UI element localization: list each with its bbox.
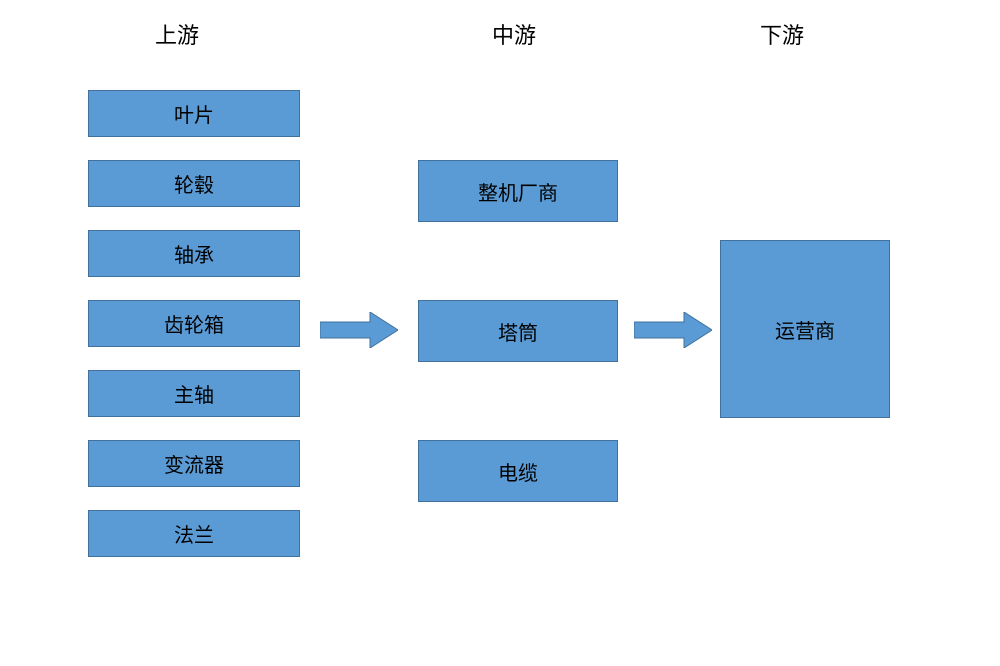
node-converter: 变流器 <box>88 440 300 487</box>
node-hub: 轮毂 <box>88 160 300 207</box>
node-label: 整机厂商 <box>478 177 558 206</box>
node-label: 电缆 <box>498 457 538 486</box>
node-label: 塔筒 <box>498 317 538 346</box>
node-label: 运营商 <box>775 315 835 344</box>
node-label: 变流器 <box>164 449 224 478</box>
node-flange: 法兰 <box>88 510 300 557</box>
node-label: 主轴 <box>174 379 214 408</box>
node-blade: 叶片 <box>88 90 300 137</box>
node-tower: 塔筒 <box>418 300 618 362</box>
arrow-midstream-to-downstream <box>634 312 712 348</box>
node-label: 轮毂 <box>174 169 214 198</box>
node-mainshaft: 主轴 <box>88 370 300 417</box>
node-bearing: 轴承 <box>88 230 300 277</box>
node-gearbox: 齿轮箱 <box>88 300 300 347</box>
node-oem: 整机厂商 <box>418 160 618 222</box>
arrow-upstream-to-midstream <box>320 312 398 348</box>
column-header-midstream: 中游 <box>492 18 536 50</box>
node-label: 叶片 <box>174 99 214 128</box>
column-header-upstream: 上游 <box>155 18 199 50</box>
node-label: 轴承 <box>174 239 214 268</box>
column-header-downstream: 下游 <box>760 18 804 50</box>
node-operator: 运营商 <box>720 240 890 418</box>
node-label: 齿轮箱 <box>164 309 224 338</box>
node-cable: 电缆 <box>418 440 618 502</box>
node-label: 法兰 <box>174 519 214 548</box>
